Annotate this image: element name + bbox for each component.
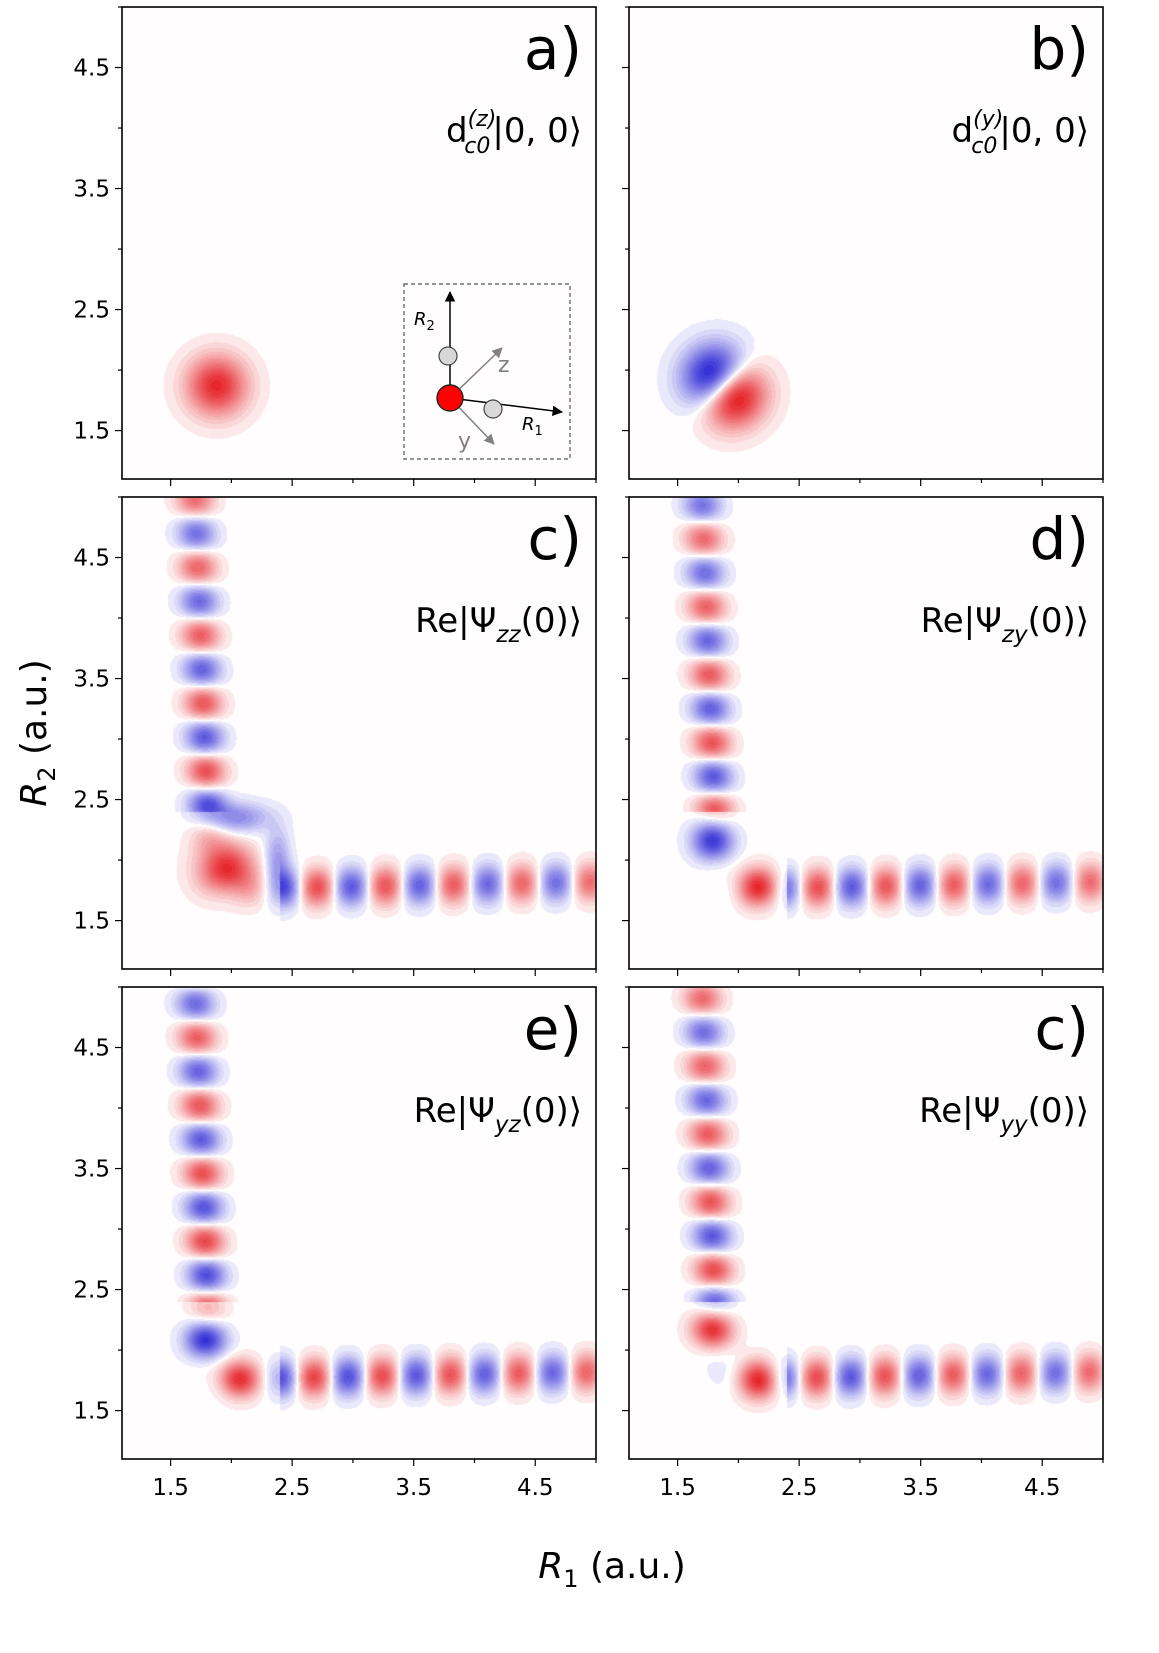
panel-label: d(y) c0|0, 0⟩ bbox=[952, 107, 1089, 159]
y-tick-label: 2.5 bbox=[73, 298, 110, 324]
x-tick-label: 1.5 bbox=[152, 1475, 189, 1501]
panel-letter: c) bbox=[1034, 995, 1089, 1063]
axes-frame bbox=[628, 986, 1104, 1460]
axes-frame bbox=[628, 496, 1104, 970]
axes-frame bbox=[628, 6, 1104, 480]
y-tick-label: 3.5 bbox=[73, 177, 110, 203]
inset-label-z: z bbox=[498, 353, 510, 378]
contour-field bbox=[122, 7, 596, 479]
inset-label-y: y bbox=[458, 429, 471, 454]
x-tick-label: 4.5 bbox=[1024, 1475, 1061, 1501]
panel-letter: a) bbox=[524, 15, 582, 83]
contour-field bbox=[629, 7, 1103, 479]
axes-frame bbox=[121, 6, 597, 480]
y-tick-label: 3.5 bbox=[73, 1157, 110, 1183]
contour-field bbox=[629, 987, 1103, 1459]
inset-frame bbox=[403, 283, 571, 460]
x-tick-label: 1.5 bbox=[659, 1475, 696, 1501]
panel-letter: d) bbox=[1030, 505, 1089, 573]
x-tick-label: 2.5 bbox=[781, 1475, 818, 1501]
y-tick-label: 4.5 bbox=[73, 56, 110, 82]
panel-label: Re|Ψzy(0)⟩ bbox=[921, 601, 1089, 648]
panel-letter: b) bbox=[1030, 15, 1089, 83]
y-tick-label: 1.5 bbox=[73, 1399, 110, 1425]
y-tick-label: 1.5 bbox=[73, 419, 110, 445]
y-tick-label: 2.5 bbox=[73, 1278, 110, 1304]
contour-field bbox=[122, 987, 596, 1459]
y-tick-label: 2.5 bbox=[73, 788, 110, 814]
inset-label-r1: R1 bbox=[522, 414, 543, 439]
x-tick-label: 4.5 bbox=[517, 1475, 554, 1501]
panel-label: Re|Ψyy(0)⟩ bbox=[919, 1091, 1089, 1138]
panel-label: Re|Ψyz(0)⟩ bbox=[414, 1091, 582, 1138]
panel-4: d) Re|Ψzy(0)⟩ bbox=[622, 496, 1104, 976]
oxygen-atom bbox=[436, 384, 464, 412]
hydrogen-atom bbox=[483, 399, 503, 419]
hydrogen-atom bbox=[438, 346, 458, 366]
panel-3: 1.5 2.5 3.5 4.5 c) Re|Ψzz(0)⟩ bbox=[73, 496, 597, 976]
y-tick-label: 1.5 bbox=[73, 909, 110, 935]
contour-field bbox=[629, 497, 1103, 969]
panel-label: d(z) c0|0, 0⟩ bbox=[446, 107, 582, 159]
inset-label-r2: R2 bbox=[414, 309, 435, 334]
y-tick-label: 3.5 bbox=[73, 667, 110, 693]
x-tick-label: 3.5 bbox=[902, 1475, 939, 1501]
x-axis-title: R1 (a.u.) bbox=[538, 1546, 686, 1593]
y-axis-title: R2 (a.u.) bbox=[14, 659, 61, 807]
x-tick-label: 2.5 bbox=[274, 1475, 311, 1501]
x-tick-label: 3.5 bbox=[395, 1475, 432, 1501]
panel-label: Re|Ψzz(0)⟩ bbox=[415, 601, 582, 648]
panel-1: 1.5 2.5 3.5 4.5 a) d(z) c0|0, 0⟩ R2 z y R1 bbox=[73, 6, 597, 486]
panel-letter: e) bbox=[524, 995, 582, 1063]
geometry-inset: R2 z y R1 bbox=[403, 283, 571, 460]
contour-field bbox=[122, 497, 596, 969]
panel-6: 1.5 2.5 3.5 4.5 c) Re|Ψyy(0)⟩ bbox=[622, 986, 1104, 1501]
y-tick-label: 4.5 bbox=[73, 1036, 110, 1062]
y-tick-label: 4.5 bbox=[73, 546, 110, 572]
panel-2: b) d(y) c0|0, 0⟩ bbox=[622, 6, 1104, 486]
axes-frame bbox=[121, 986, 597, 1460]
panel-letter: c) bbox=[527, 505, 582, 573]
axes-frame bbox=[121, 496, 597, 970]
panel-5: 1.5 2.5 3.5 4.5 1.5 2.5 3.5 4.5 e) Re|Ψyz(0)⟩ bbox=[73, 986, 597, 1501]
r1-axis-arrow bbox=[449, 397, 564, 417]
